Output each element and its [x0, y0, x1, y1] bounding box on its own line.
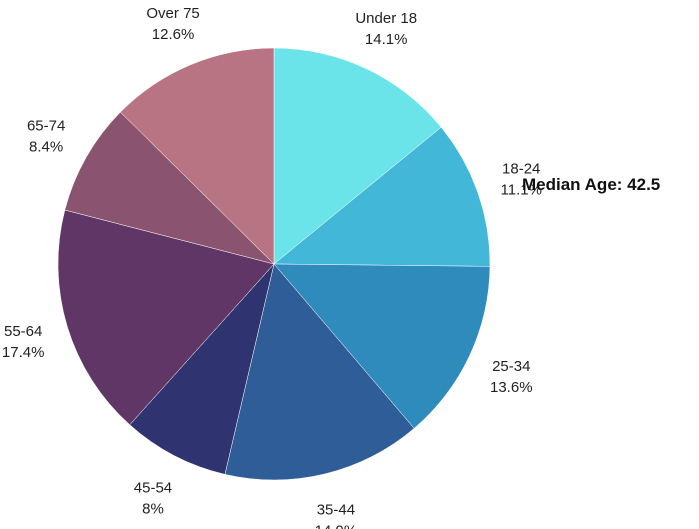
- slice-category-label: 55-64: [4, 323, 42, 340]
- slice-label: 55-64 17.4%: [2, 323, 45, 361]
- slice-value-label: 11.1%: [501, 181, 542, 198]
- slice-label: 45-54 8%: [134, 479, 172, 517]
- slice-label: 65-74 8.4%: [27, 118, 65, 156]
- pie-slices: [57, 47, 491, 481]
- pie-slice-45-54: [129, 263, 275, 475]
- pie-slice-65-74: [64, 111, 275, 265]
- slice-label: Under 18 14.1%: [355, 10, 417, 48]
- slice-category-label: 18-24: [502, 160, 540, 177]
- slice-value-label: 13.6%: [490, 379, 533, 396]
- pie-slice-over-75: [120, 47, 275, 265]
- slice-label: Over 75 12.6%: [146, 5, 199, 43]
- slice-value-label: 14.9%: [315, 523, 358, 529]
- pie-slice-under-18: [273, 47, 442, 265]
- slice-label: 35-44 14.9%: [315, 502, 358, 529]
- slice-category-label: Over 75: [146, 5, 199, 22]
- slice-value-label: 8.4%: [29, 139, 63, 156]
- slice-label: 25-34 13.6%: [490, 358, 533, 396]
- slice-category-label: 35-44: [317, 502, 355, 519]
- slice-value-label: 17.4%: [2, 344, 45, 361]
- slice-category-label: 45-54: [134, 479, 172, 496]
- slice-value-label: 12.6%: [152, 26, 195, 43]
- pie-slice-18-24: [273, 126, 491, 267]
- slice-label: 18-24 11.1%: [501, 160, 542, 198]
- pie-slice-55-64: [57, 209, 275, 426]
- median-age-annotation: Median Age: 42.5: [522, 175, 660, 194]
- pie-slice-35-44: [224, 263, 415, 481]
- pie-slice-25-34: [273, 263, 491, 429]
- pie-labels: Under 18 14.1% 18-24 11.1% 25-34 13.6% 35-44 14…: [2, 5, 542, 529]
- slice-value-label: 8%: [142, 500, 164, 517]
- slice-category-label: 65-74: [27, 118, 65, 135]
- slice-value-label: 14.1%: [365, 31, 408, 48]
- slice-category-label: 25-34: [492, 358, 530, 375]
- slice-category-label: Under 18: [355, 10, 417, 27]
